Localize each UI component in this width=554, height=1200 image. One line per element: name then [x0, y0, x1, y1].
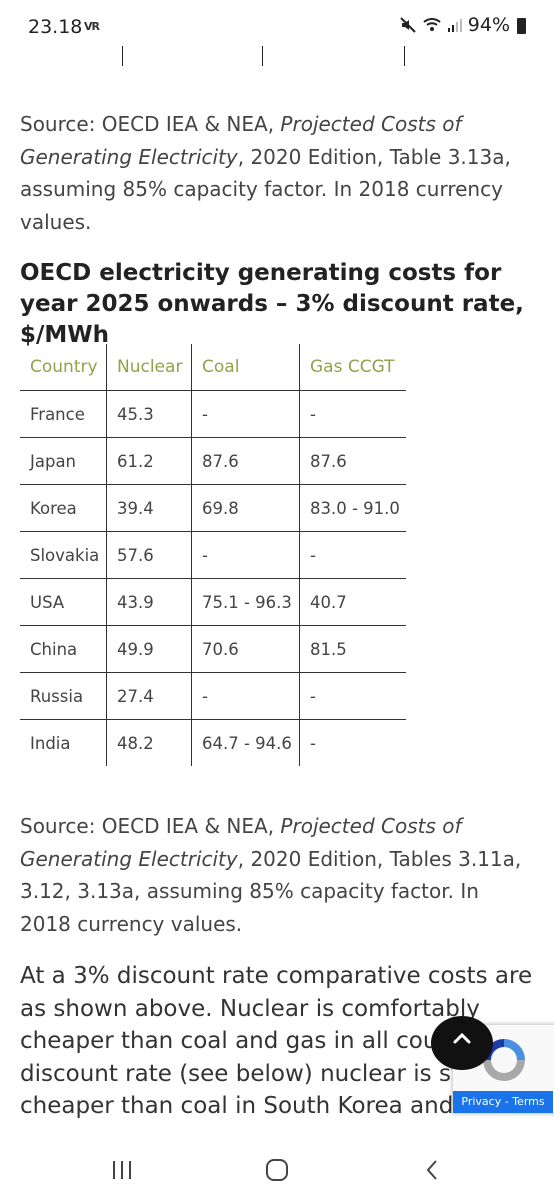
source-title: Projected Costs of Generating Electricit… — [20, 112, 462, 169]
cell-coal: - — [191, 390, 300, 438]
recaptcha-links[interactable]: Privacy - Terms — [453, 1091, 553, 1113]
table-header-row: Country Nuclear Coal Gas CCGT — [20, 344, 406, 391]
navigation-bar — [0, 1140, 554, 1200]
cell-coal: - — [191, 672, 300, 720]
costs-table: Country Nuclear Coal Gas CCGT France 45.… — [20, 344, 406, 766]
cell-gas: - — [299, 719, 406, 766]
cell-gas: 40.7 — [299, 578, 406, 626]
cell-coal: - — [191, 531, 300, 579]
table-row: Korea 39.4 69.8 83.0 - 91.0 — [20, 484, 406, 532]
cell-gas: - — [299, 672, 406, 720]
table-divider — [404, 44, 405, 66]
header-coal: Coal — [191, 344, 300, 391]
cell-coal: 69.8 — [191, 484, 300, 532]
cell-country: Korea — [20, 484, 107, 532]
table-row: Slovakia 57.6 - - — [20, 531, 406, 579]
source-suffix: , 2020 Edition, Table 3.13a, assuming 85… — [20, 144, 511, 234]
previous-table-edge — [20, 40, 406, 66]
cell-gas: - — [299, 531, 406, 579]
vr-indicator-icon: VR — [84, 20, 100, 33]
source-title: Projected Costs of Generating Electricit… — [20, 814, 462, 871]
cell-nuclear: 57.6 — [106, 531, 192, 579]
signal-icon — [447, 19, 462, 32]
cell-nuclear: 27.4 — [106, 672, 192, 720]
cell-nuclear: 49.9 — [106, 625, 192, 673]
cell-coal: 64.7 - 94.6 — [191, 719, 300, 766]
table-row: USA 43.9 75.1 - 96.3 40.7 — [20, 578, 406, 626]
header-country: Country — [20, 344, 107, 391]
source-prefix: Source: OECD IEA & NEA, — [20, 112, 281, 136]
cell-gas: 81.5 — [299, 625, 406, 673]
table-row: Russia 27.4 - - — [20, 672, 406, 720]
cell-country: USA — [20, 578, 107, 626]
cell-country: Slovakia — [20, 531, 107, 579]
source-note: Source: OECD IEA & NEA, Projected Costs … — [20, 810, 530, 940]
cell-gas: 83.0 - 91.0 — [299, 484, 406, 532]
back-icon — [426, 1160, 437, 1180]
chevron-up-icon — [453, 1032, 471, 1044]
table-row: Japan 61.2 87.6 87.6 — [20, 437, 406, 485]
table-row: France 45.3 - - — [20, 390, 406, 438]
cell-country: France — [20, 390, 107, 438]
source-suffix: , 2020 Edition, Tables 3.11a, 3.12, 3.13… — [20, 846, 522, 936]
table-heading: OECD electricity generating costs for ye… — [20, 260, 524, 348]
cell-country: Russia — [20, 672, 107, 720]
header-nuclear: Nuclear — [106, 344, 192, 391]
source-prefix: Source: OECD IEA & NEA, — [20, 814, 281, 838]
cell-country: China — [20, 625, 107, 673]
cell-country: Japan — [20, 437, 107, 485]
table-row: China 49.9 70.6 81.5 — [20, 625, 406, 673]
cell-coal: 87.6 — [191, 437, 300, 485]
cell-coal: 75.1 - 96.3 — [191, 578, 300, 626]
battery-icon — [517, 18, 526, 34]
header-gas: Gas CCGT — [299, 344, 406, 391]
table-divider — [262, 44, 263, 66]
back-button[interactable] — [402, 1148, 462, 1192]
cell-coal: 70.6 — [191, 625, 300, 673]
cell-nuclear: 43.9 — [106, 578, 192, 626]
cell-nuclear: 39.4 — [106, 484, 192, 532]
battery-percent: 94% — [467, 14, 510, 36]
cell-gas: - — [299, 390, 406, 438]
home-icon — [266, 1159, 288, 1181]
source-note: Source: OECD IEA & NEA, Projected Costs … — [20, 108, 530, 238]
mute-icon — [400, 17, 416, 33]
home-button[interactable] — [247, 1148, 307, 1192]
table-row: India 48.2 64.7 - 94.6 - — [20, 719, 406, 766]
status-icons: 94% — [399, 14, 526, 36]
cell-nuclear: 48.2 — [106, 719, 192, 766]
scroll-top-button[interactable] — [431, 1016, 493, 1070]
cell-nuclear: 45.3 — [106, 390, 192, 438]
wifi-icon — [423, 18, 441, 31]
recent-apps-icon — [113, 1161, 131, 1179]
cell-gas: 87.6 — [299, 437, 406, 485]
cell-country: India — [30, 733, 71, 753]
status-time: 23.18 — [28, 16, 83, 38]
cell-nuclear: 61.2 — [106, 437, 192, 485]
status-bar: 23.18 VR 94% — [0, 0, 554, 46]
table-divider — [122, 44, 123, 66]
recent-apps-button[interactable] — [92, 1148, 152, 1192]
